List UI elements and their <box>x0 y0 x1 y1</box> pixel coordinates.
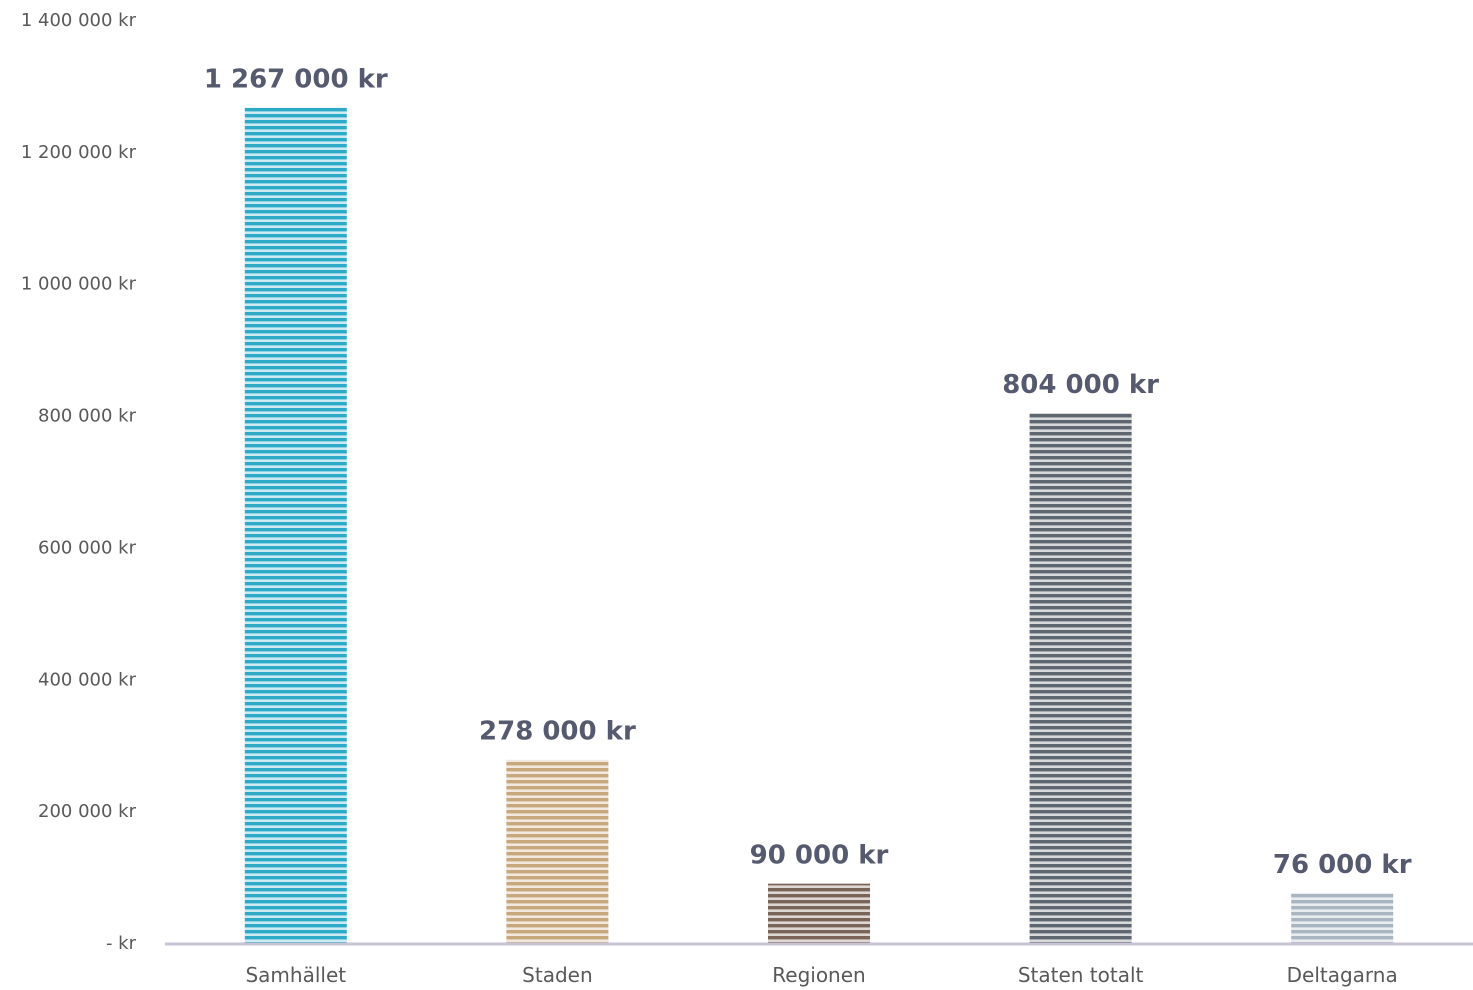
data-label: 278 000 kr <box>479 717 636 747</box>
data-label: 1 267 000 kr <box>204 65 388 95</box>
data-label: 804 000 kr <box>1002 370 1159 400</box>
bar <box>1291 893 1393 943</box>
x-tick-label: Deltagarna <box>1287 963 1398 987</box>
y-tick-label: 200 000 kr <box>38 801 137 822</box>
bar <box>1030 413 1132 943</box>
y-tick-label: 1 000 000 kr <box>21 274 137 295</box>
y-tick-label: 400 000 kr <box>38 669 137 690</box>
data-label: 76 000 kr <box>1273 850 1412 880</box>
bar <box>768 884 870 943</box>
y-tick-label: - kr <box>106 933 137 954</box>
bar <box>245 108 347 943</box>
x-tick-label: Regionen <box>772 963 865 987</box>
data-labels: 1 267 000 kr 278 000 kr 90 000 kr 804 000 k… <box>204 65 1412 880</box>
y-tick-label: 800 000 kr <box>38 406 137 427</box>
bars <box>245 108 1393 943</box>
x-axis-ticks: Samhället Staden Regionen Staten totalt Delt… <box>245 963 1397 987</box>
x-tick-label: Staden <box>522 963 592 987</box>
y-axis-ticks: - kr 200 000 kr 400 000 kr 600 000 kr 800 00… <box>21 10 137 954</box>
data-label: 90 000 kr <box>750 841 889 871</box>
x-tick-label: Staten totalt <box>1018 963 1144 987</box>
bar <box>506 760 608 943</box>
y-tick-label: 1 200 000 kr <box>21 142 137 163</box>
x-tick-label: Samhället <box>245 963 346 987</box>
y-tick-label: 1 400 000 kr <box>21 10 137 31</box>
y-tick-label: 600 000 kr <box>38 537 137 558</box>
